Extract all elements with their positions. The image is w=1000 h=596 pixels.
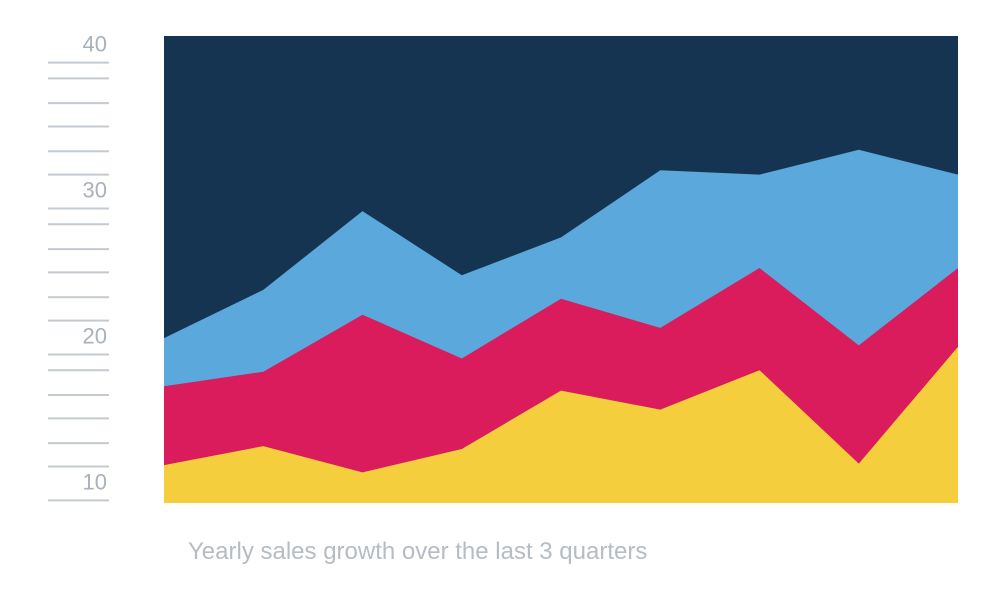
plot-area (164, 36, 958, 504)
y-tick-label: 20 (83, 323, 107, 348)
area-series-yellow (164, 346, 958, 503)
y-tick-label: 40 (83, 32, 107, 57)
y-axis: 10 20 30 40 (48, 32, 109, 502)
y-tick-label: 30 (83, 178, 107, 203)
y-tick-label: 10 (83, 469, 107, 494)
chart-caption: Yearly sales growth over the last 3 quar… (188, 538, 648, 565)
